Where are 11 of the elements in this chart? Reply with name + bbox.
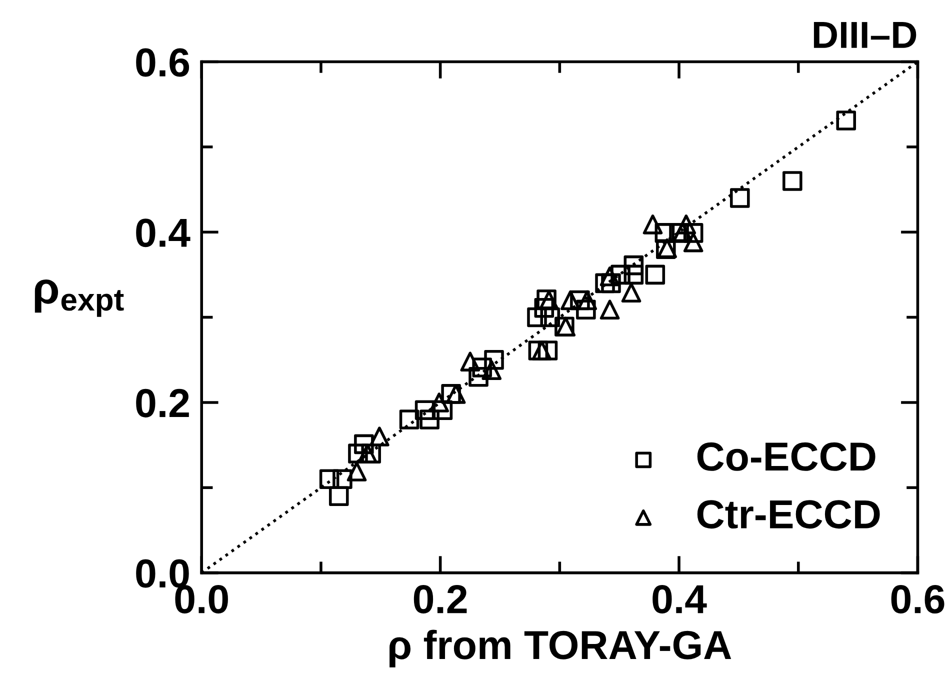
legend-label: Ctr-ECCD [697,500,880,529]
y-axis-title: ρ$_{expt}$ [34,279,124,317]
x-tick-label: 0.2 [414,584,467,614]
y-tick-label: 0.6 [136,48,190,77]
x-tick-label: 0.6 [891,584,944,614]
y-tick-label: 0.2 [136,388,189,418]
y-tick-label: 0.4 [136,218,190,248]
x-axis-title: ρ from TORAY-GA [390,630,732,668]
chart-title: DIII–D [814,22,916,48]
x-tick-label: 0.4 [652,584,707,614]
legend-label: Co-ECCD [697,442,876,471]
